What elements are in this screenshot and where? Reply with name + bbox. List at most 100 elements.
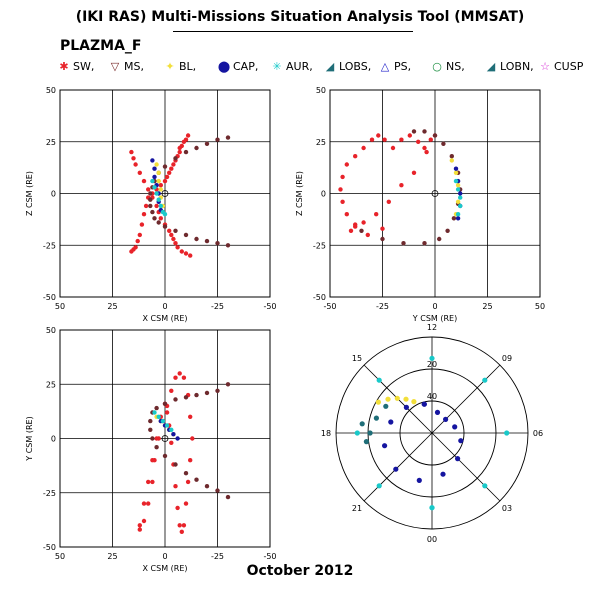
data-point-sw <box>137 527 142 532</box>
legend-ms-icon: ▽ <box>110 60 120 73</box>
data-point-sw <box>181 523 187 528</box>
data-point-ms <box>162 401 168 406</box>
series-ms <box>359 129 463 246</box>
data-point-sw <box>137 523 142 528</box>
data-point-aur <box>458 195 463 200</box>
data-point-cap <box>458 191 463 196</box>
data-point-ms <box>215 137 220 142</box>
data-point-ms <box>156 220 161 225</box>
data-point-sw <box>167 170 172 175</box>
data-point-sw <box>177 149 182 155</box>
legend-item-lobn: ◢ LOBN, <box>484 60 534 78</box>
data-point-sw <box>188 253 193 258</box>
polar-angle-label: 15 <box>352 354 362 363</box>
data-point-cap <box>453 166 459 171</box>
y-tick-label: -50 <box>313 293 326 302</box>
data-point-sw <box>340 199 345 204</box>
data-point-ms <box>183 395 189 400</box>
x-tick-label: 0 <box>162 552 167 561</box>
data-point-sw <box>386 199 391 204</box>
data-point-ms <box>441 141 446 146</box>
data-point-ms <box>162 453 168 459</box>
legend-ms-label: MS, <box>124 60 144 73</box>
data-point-bl <box>455 199 461 204</box>
data-point-ms <box>225 382 231 387</box>
legend-item-ps: △ PS, <box>378 60 411 78</box>
legend-aur-label: AUR, <box>286 60 313 73</box>
series-aur <box>150 178 168 217</box>
data-point-sw <box>188 414 193 419</box>
data-point-sw <box>171 162 176 167</box>
series-aur <box>152 410 174 432</box>
data-point-sw <box>411 170 417 175</box>
data-point-sw <box>376 133 381 138</box>
y-axis-label: Z CSM (RE) <box>25 171 34 216</box>
data-point-ms <box>154 445 159 450</box>
x-tick-label: 25 <box>107 552 117 561</box>
x-axis-label: X CSM (RE) <box>143 564 188 573</box>
data-point-aur <box>156 197 161 202</box>
data-point-sw <box>169 232 174 238</box>
data-point-sw <box>181 139 187 144</box>
data-point-aur <box>455 187 461 192</box>
data-point-ms <box>422 129 427 134</box>
data-point-sw <box>164 174 170 180</box>
y-tick-label: 50 <box>46 326 56 335</box>
y-axis-label: Y CSM (RE) <box>25 416 34 461</box>
legend-item-lobs: ◢ LOBS, <box>323 60 371 78</box>
data-point-aur <box>429 505 435 511</box>
data-point-sw <box>177 145 182 151</box>
series-sw <box>137 371 195 534</box>
data-point-aur <box>376 483 382 489</box>
data-point-aur <box>154 191 159 196</box>
data-point-sw <box>179 529 184 534</box>
x-tick-label: 50 <box>55 302 65 311</box>
plot-x-z: 50 25 0 -25 -50 -50 -25 0 25 50 X CSM (RE) Z CSM (R… <box>25 86 277 323</box>
data-point-ms <box>437 236 442 242</box>
legend-item-cusp: ☆ CUSP <box>538 60 583 78</box>
data-point-ms <box>225 494 231 500</box>
y-tick-label: 25 <box>46 138 56 147</box>
data-point-aur <box>152 410 157 415</box>
plot-y-z: -50 -25 0 25 50 -50 -25 0 25 50 Y CSM (RE) Z CSM (R… <box>295 86 545 323</box>
data-point-cap <box>455 456 461 462</box>
legend-cap-label: CAP, <box>233 60 259 73</box>
series-aur <box>354 355 510 511</box>
data-point-cap <box>452 424 458 430</box>
y-tick-label: 0 <box>51 190 56 199</box>
legend-lobn-icon: ◢ <box>486 60 496 73</box>
polar-angle-label: 06 <box>533 429 543 438</box>
data-point-sw <box>141 501 147 506</box>
polar-angle-label: 03 <box>502 504 512 513</box>
data-point-sw <box>173 375 178 380</box>
data-point-sw <box>181 375 187 380</box>
data-point-ms <box>148 203 153 209</box>
date-label: October 2012 <box>246 563 354 579</box>
data-point-sw <box>177 371 182 376</box>
x-tick-label: 25 <box>482 302 492 311</box>
data-point-bl <box>455 183 461 188</box>
data-point-sw <box>137 232 142 238</box>
data-point-cap <box>403 404 409 410</box>
data-point-sw <box>185 133 191 138</box>
earth-marker <box>161 435 169 442</box>
data-point-aur <box>156 414 161 419</box>
data-point-sw <box>177 523 182 528</box>
data-point-ms <box>451 216 457 221</box>
polar-radial-label: 40 <box>427 392 437 401</box>
data-point-ms <box>183 149 189 155</box>
data-point-sw <box>169 166 174 171</box>
data-point-sw <box>353 154 358 159</box>
data-point-sw <box>169 388 174 393</box>
data-point-lobs <box>383 403 389 409</box>
data-point-sw <box>399 137 404 142</box>
data-point-aur <box>169 427 174 432</box>
data-point-sw <box>374 212 379 217</box>
plot-polar-mlt: 12 09 06 03 00 21 18 15 20 40 <box>321 323 543 544</box>
data-point-aur <box>162 212 168 217</box>
data-point-bl <box>385 396 391 402</box>
data-point-aur <box>458 203 463 209</box>
legend-item-aur: ✳ AUR, <box>270 60 313 78</box>
data-point-bl <box>158 187 163 192</box>
